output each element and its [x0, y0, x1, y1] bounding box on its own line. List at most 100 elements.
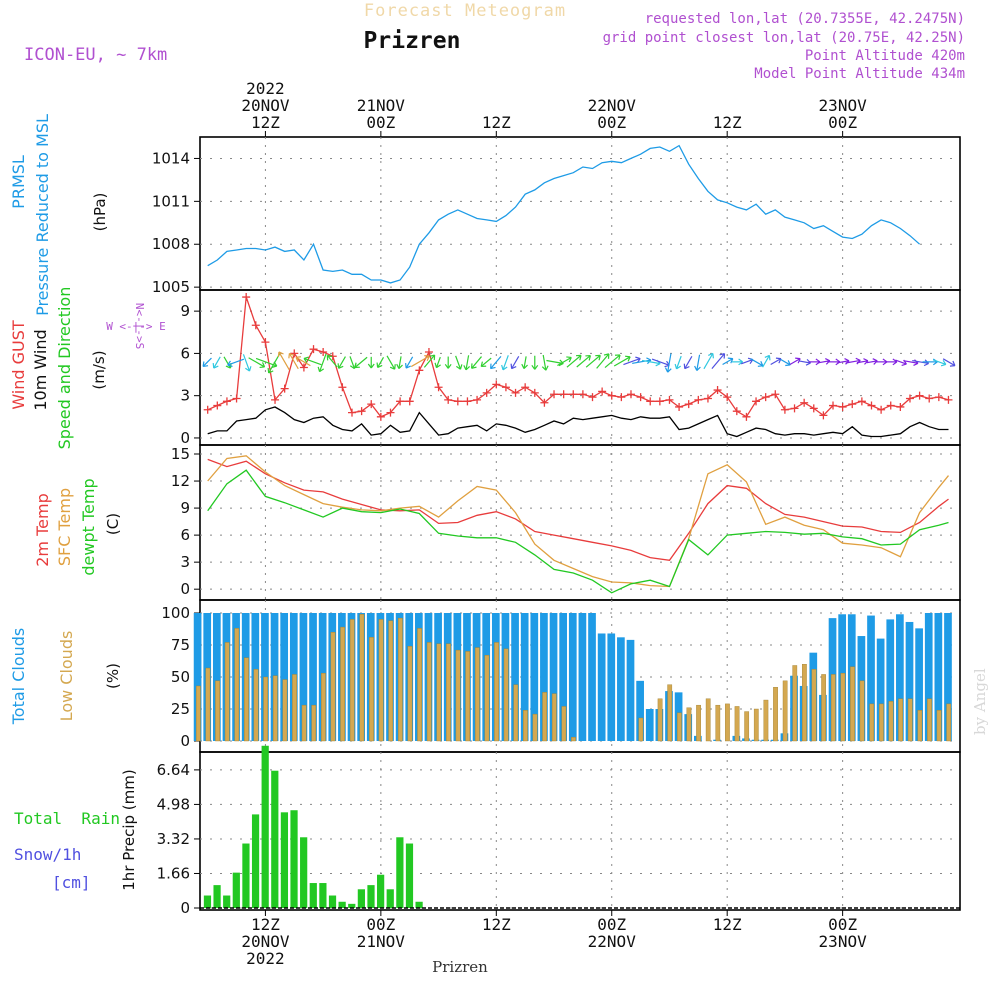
rain-bar — [348, 903, 356, 908]
wind-arrow-head — [429, 354, 436, 361]
wind-direction-arrow — [750, 358, 764, 367]
wind-direction-arrow — [789, 357, 801, 366]
temperature-ytick-label: 9 — [180, 499, 190, 517]
top-time-label: 00Z — [366, 113, 395, 132]
wind-gust-marker — [357, 407, 366, 416]
wind-arrow-head — [863, 358, 869, 365]
wind-ytick-label: 9 — [180, 302, 190, 320]
wind-gust-marker — [607, 391, 616, 400]
total-clouds-bar — [617, 637, 625, 741]
wind-gust-marker — [800, 398, 809, 407]
low-clouds-bar — [850, 666, 855, 742]
rain-bar — [319, 883, 327, 908]
wind-arrow-shaft — [845, 359, 861, 364]
low-clouds-bar — [705, 698, 711, 742]
precip-rain-label: Total Rain — [14, 809, 120, 828]
wind-gust-marker — [867, 401, 876, 410]
wind-frame — [199, 289, 961, 446]
low-clouds-bar — [484, 655, 490, 742]
wind-arrow-shaft — [912, 359, 929, 365]
wind-direction-arrow — [604, 354, 621, 368]
wind-gust-marker — [617, 393, 626, 402]
low-clouds-bar — [378, 619, 384, 742]
rain-bar — [213, 885, 221, 908]
wind-direction-arrow — [295, 356, 311, 367]
wind-direction-arrow — [885, 358, 898, 366]
wind-arrow-shaft — [386, 355, 396, 370]
wind-arrow-shaft — [405, 356, 414, 369]
low-clouds-bar — [878, 703, 884, 742]
temperature-ytick-label: 3 — [180, 553, 190, 571]
pressure-unit: (hPa) — [91, 193, 109, 232]
wind-gust-marker — [473, 395, 482, 404]
wind-ytick-label: 6 — [180, 344, 190, 362]
wind-gust-marker — [703, 394, 712, 403]
wind-arrow-head — [727, 357, 734, 364]
wind-arrow-head — [892, 358, 898, 366]
low-clouds-bar — [667, 684, 673, 742]
temperature-ytick-label: 15 — [171, 445, 190, 463]
wind-direction-arrow — [255, 357, 278, 368]
wind-gust-marker — [819, 411, 828, 420]
wind-direction-arrow — [354, 356, 368, 369]
wind-arrow-shaft — [750, 358, 764, 367]
wind-direction-arrow — [596, 353, 610, 369]
wind-gust-marker — [540, 398, 549, 407]
bottom-time-label: 22NOV — [588, 932, 637, 951]
total-clouds-bar — [530, 613, 539, 741]
wind-arrow-head — [303, 356, 309, 363]
wind-direction-arrow — [326, 354, 338, 368]
wind-gust-marker — [626, 390, 635, 399]
wind-direction-arrow — [386, 355, 396, 370]
low-clouds-bar — [763, 699, 769, 742]
precip-frame — [199, 751, 961, 911]
wind-arrow-head — [424, 355, 430, 361]
low-clouds-bar — [571, 736, 576, 742]
wind-gust-marker — [299, 363, 308, 372]
wind-arrow-head — [940, 359, 947, 367]
low-clouds-bar — [811, 669, 817, 742]
wind-direction-arrow — [866, 358, 878, 365]
wind-arrow-shaft — [338, 356, 346, 369]
rain-bar — [261, 745, 269, 908]
wind-arrow-head — [480, 361, 487, 368]
rain-bar — [415, 901, 423, 908]
total-clouds-bar — [549, 613, 558, 741]
wind-arrow-head — [267, 367, 274, 374]
top-time-label: 00Z — [597, 113, 626, 132]
wind-arrow-shaft — [557, 356, 572, 366]
bottom-time-label: 20NOV — [241, 932, 290, 951]
temp-dewpt-line — [207, 469, 949, 594]
bottom-time-label: 2022 — [246, 949, 285, 968]
wind-arrow-shaft — [511, 356, 520, 369]
rain-bar — [242, 843, 250, 908]
wind-arrow-shaft — [213, 356, 221, 369]
wind-direction-arrow — [242, 354, 252, 372]
low-clouds-bar — [224, 642, 230, 742]
wind-arrow-shaft — [675, 355, 682, 370]
wind-arrow-shaft — [202, 357, 212, 367]
wind-direction-arrow — [444, 356, 452, 369]
wind-arrow-head — [719, 353, 726, 359]
low-clouds-bar — [753, 708, 759, 742]
wind-gust-marker — [232, 394, 241, 403]
wind-arrow-shaft — [942, 358, 956, 367]
wind-arrow-shaft — [423, 354, 436, 368]
wind-arrow-shaft — [566, 354, 582, 368]
low-clouds-bar — [725, 703, 730, 742]
temp-unit: (C) — [104, 513, 122, 535]
pressure-frame — [199, 136, 961, 291]
precip-snow-label: Snow/1h — [14, 845, 81, 864]
wind-direction-arrow — [762, 354, 771, 368]
wind-10m-label: 10m Wind — [31, 329, 50, 410]
wind-gust-marker — [424, 348, 433, 356]
wind-arrow-head — [501, 364, 508, 371]
low-clouds-bar — [676, 712, 682, 742]
wind-arrow-shaft — [278, 351, 290, 371]
wind-arrow-shaft — [523, 356, 527, 369]
requested-coords: requested lon,lat (20.7355E, 42.2475N) — [645, 11, 965, 27]
pressure-ytick-label: 1005 — [152, 278, 190, 296]
wind-arrow-shaft — [227, 358, 245, 366]
wind-arrow-head — [471, 363, 477, 369]
total-clouds-bar — [559, 613, 568, 741]
